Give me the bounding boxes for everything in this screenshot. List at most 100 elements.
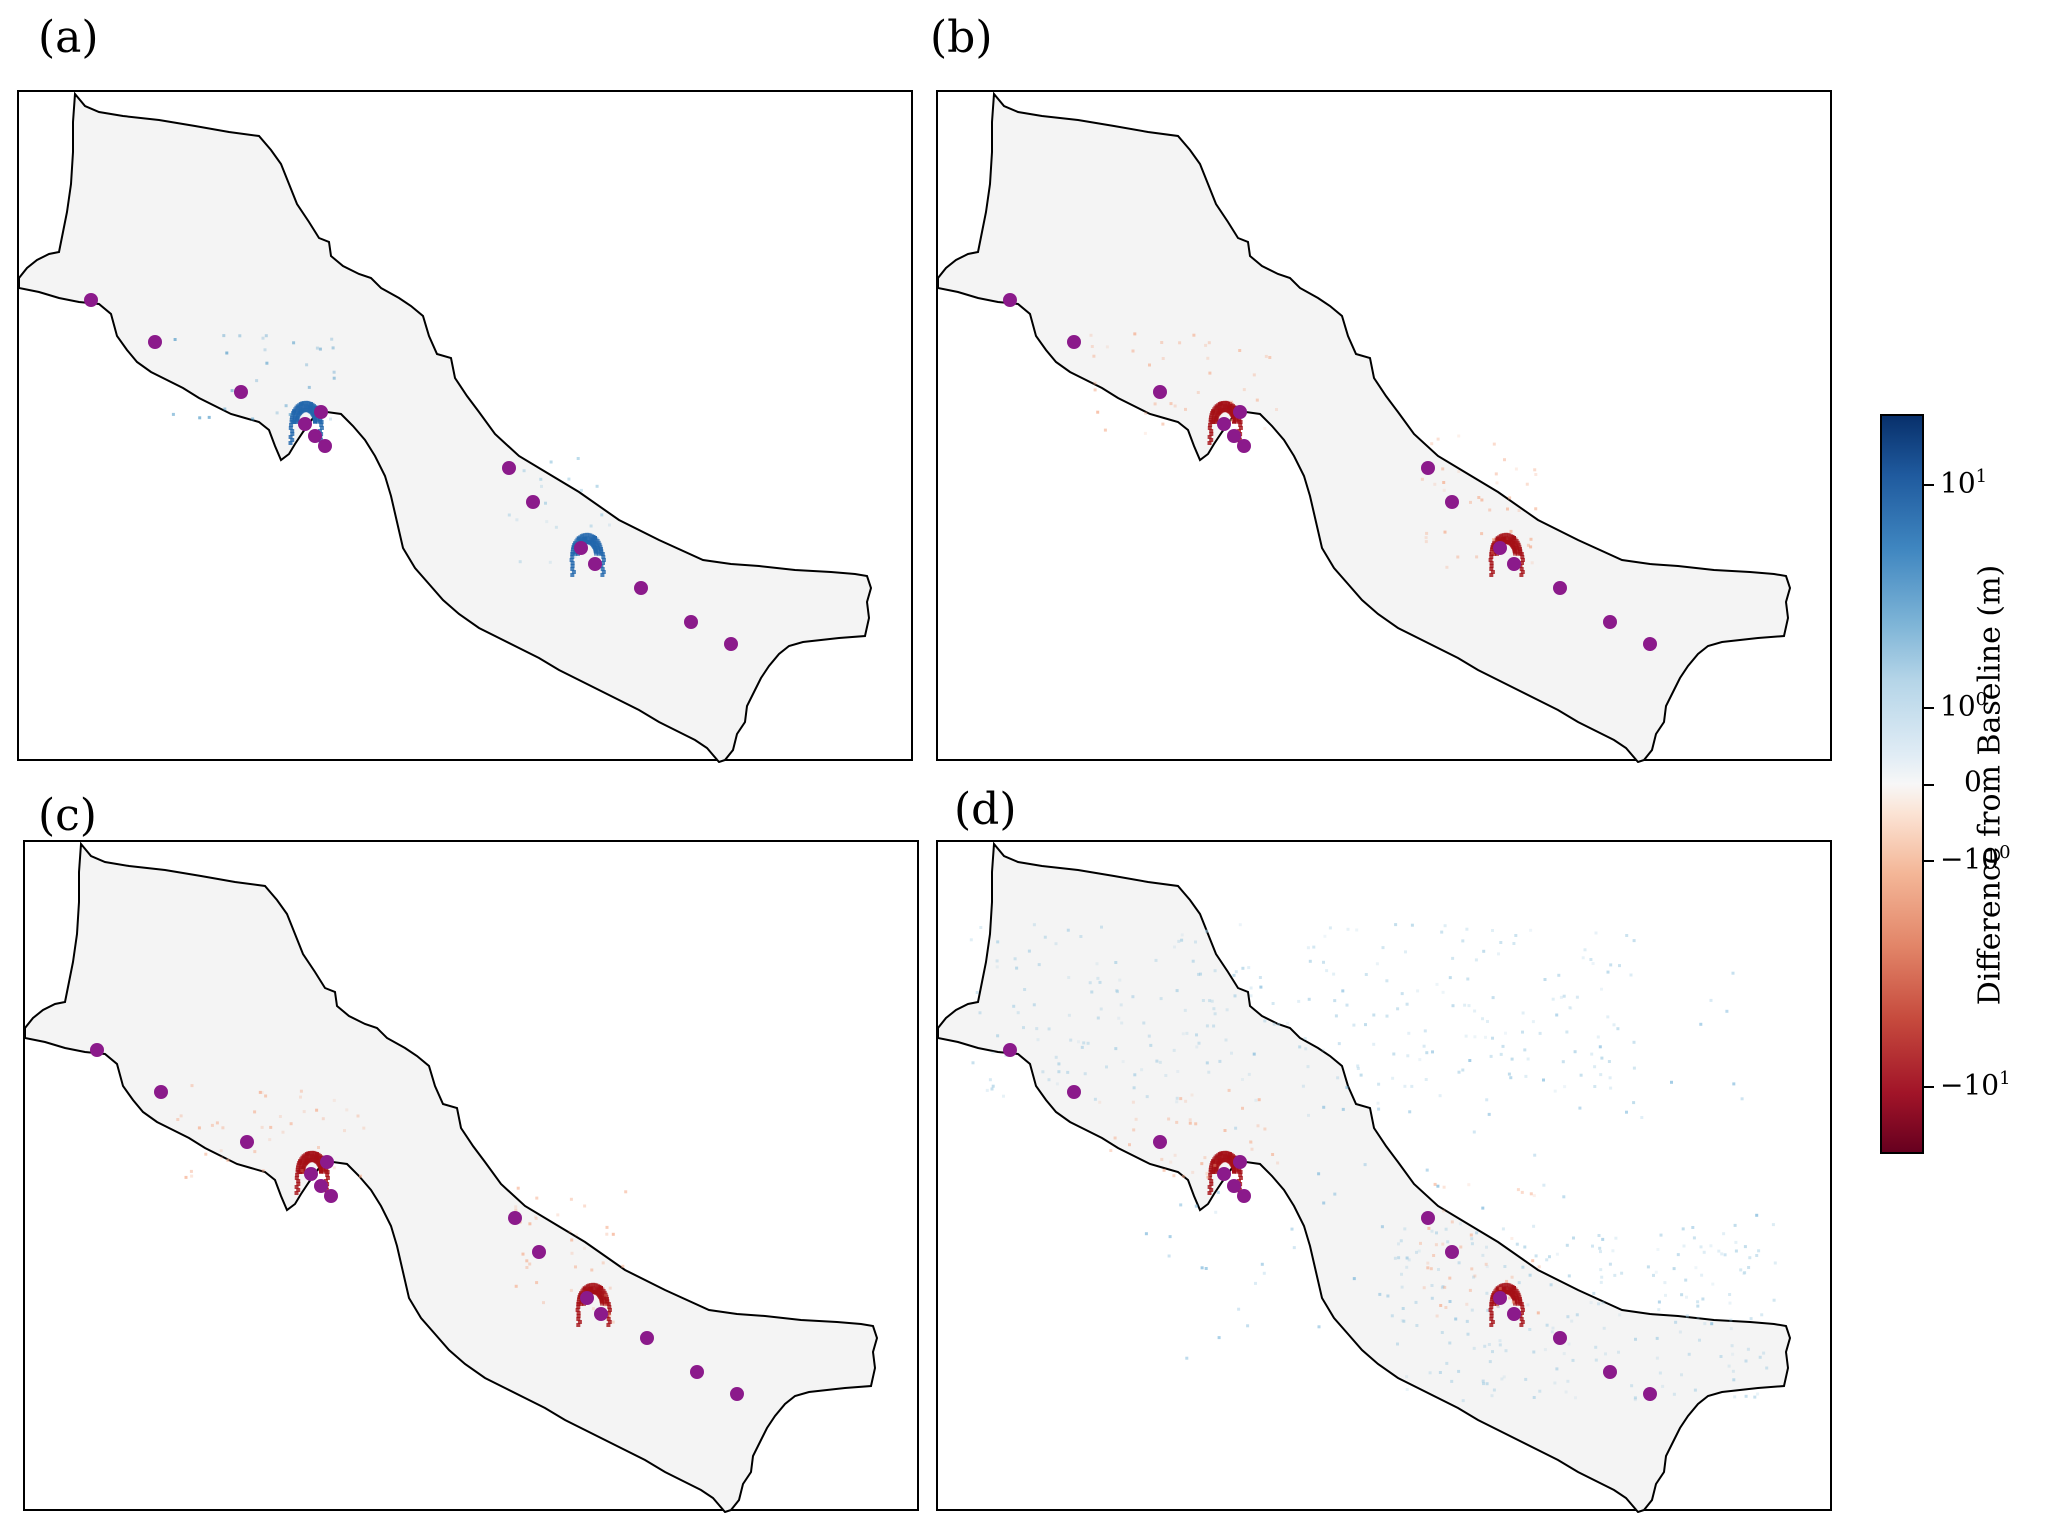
- difference-pixel: [1232, 419, 1236, 424]
- difference-pixel: [1442, 481, 1446, 484]
- difference-pixel: [1241, 1078, 1244, 1081]
- difference-pixel: [1426, 1261, 1430, 1265]
- difference-pixel: [1204, 1267, 1208, 1270]
- difference-pixel: [1534, 1254, 1538, 1258]
- difference-pixel: [1301, 1084, 1305, 1088]
- difference-pixel: [1685, 1314, 1689, 1318]
- difference-pixel: [1664, 1293, 1667, 1297]
- difference-pixel: [1184, 1099, 1188, 1103]
- difference-pixel: [1067, 1013, 1071, 1017]
- difference-pixel: [1507, 1296, 1511, 1300]
- colorbar: 101 100 0 −100 −101: [1880, 414, 2067, 1154]
- difference-pixel: [1612, 1023, 1616, 1027]
- difference-pixel: [1773, 1261, 1777, 1265]
- difference-pixel: [1441, 1242, 1445, 1246]
- gauge-marker: [724, 637, 738, 651]
- difference-pixel: [1192, 333, 1196, 337]
- difference-pixel: [571, 570, 576, 574]
- difference-pixel: [1499, 1052, 1503, 1056]
- difference-pixel: [1317, 1325, 1321, 1329]
- difference-pixel: [1517, 547, 1522, 551]
- difference-pixel: [1696, 1316, 1700, 1320]
- difference-pixel: [1498, 1287, 1502, 1291]
- difference-pixel: [1614, 1236, 1618, 1240]
- difference-pixel: [1312, 945, 1316, 949]
- difference-pixel: [1599, 1073, 1603, 1077]
- difference-pixel: [1441, 1285, 1445, 1289]
- difference-pixel: [1271, 1153, 1275, 1156]
- difference-pixel: [1179, 1097, 1183, 1101]
- difference-pixel: [1249, 1140, 1253, 1144]
- difference-pixel: [978, 1011, 982, 1015]
- difference-pixel: [1486, 1308, 1490, 1312]
- gauge-marker: [1153, 385, 1167, 399]
- difference-pixel: [1175, 989, 1179, 993]
- difference-pixel: [1148, 363, 1151, 367]
- difference-pixel: [1175, 1120, 1179, 1124]
- gauge-marker: [1227, 429, 1241, 443]
- difference-pixel: [1519, 1317, 1524, 1321]
- colorbar-tick-label: 100: [1940, 689, 1988, 723]
- difference-pixel: [1457, 1369, 1461, 1373]
- difference-pixel: [1551, 1326, 1555, 1330]
- difference-pixel: [1617, 1350, 1620, 1354]
- difference-pixel: [1263, 1019, 1267, 1023]
- difference-pixel: [1731, 1352, 1735, 1356]
- difference-pixel: [577, 1297, 581, 1302]
- difference-pixel: [535, 1281, 539, 1285]
- difference-pixel: [1747, 1266, 1751, 1269]
- panel-label-c: (c): [38, 790, 97, 841]
- difference-pixel: [1399, 1239, 1403, 1243]
- difference-pixel: [1328, 926, 1332, 930]
- difference-pixel: [288, 435, 293, 439]
- difference-pixel: [1488, 1360, 1492, 1364]
- difference-pixel: [1214, 1210, 1218, 1214]
- difference-pixel: [260, 1125, 264, 1129]
- difference-pixel: [1167, 1254, 1171, 1258]
- difference-pixel: [1470, 1237, 1474, 1241]
- difference-pixel: [1089, 333, 1093, 337]
- difference-pixel: [1521, 1265, 1525, 1269]
- difference-pixel: [605, 1299, 610, 1304]
- difference-pixel: [1442, 488, 1446, 492]
- difference-pixel: [1632, 939, 1636, 943]
- difference-pixel: [296, 1188, 301, 1192]
- difference-pixel: [1733, 1395, 1737, 1399]
- difference-pixel: [1701, 1297, 1705, 1301]
- difference-pixel: [1457, 1070, 1461, 1074]
- difference-pixel: [1415, 1324, 1419, 1327]
- difference-pixel: [1529, 928, 1533, 932]
- difference-pixel: [985, 1088, 989, 1092]
- difference-pixel: [1672, 1267, 1676, 1271]
- difference-pixel: [1397, 1242, 1400, 1246]
- difference-pixel: [1450, 1220, 1454, 1224]
- gauge-markers: [1003, 1043, 1657, 1401]
- gauge-marker: [1237, 1189, 1251, 1203]
- difference-pixel: [1748, 1256, 1752, 1260]
- difference-pixel: [1205, 1061, 1209, 1065]
- colorbar-tick: [1924, 1086, 1934, 1088]
- difference-pixel: [1597, 1234, 1601, 1237]
- difference-pixel: [1489, 567, 1494, 571]
- difference-pixel: [1175, 1100, 1179, 1104]
- difference-pixel: [991, 1051, 995, 1055]
- difference-pixel: [1173, 1153, 1177, 1157]
- difference-pixel: [570, 552, 575, 556]
- difference-pixel: [1702, 1250, 1706, 1254]
- difference-pixel: [251, 417, 255, 421]
- difference-pixel: [1467, 1183, 1471, 1187]
- difference-pixel: [1430, 1284, 1434, 1287]
- difference-pixel: [1510, 1057, 1514, 1061]
- difference-pixel: [1424, 540, 1428, 544]
- difference-pixel: [1450, 1379, 1454, 1383]
- difference-pixel: [1545, 1258, 1549, 1262]
- difference-pixel: [1385, 1014, 1389, 1018]
- gauge-marker: [84, 293, 98, 307]
- difference-pixel: [1656, 1248, 1660, 1251]
- difference-pixel: [1489, 564, 1494, 568]
- difference-pixel: [576, 1323, 581, 1327]
- difference-pixel: [995, 965, 999, 969]
- difference-pixel: [1434, 1243, 1438, 1247]
- difference-pixel: [332, 370, 336, 374]
- difference-pixel: [1333, 999, 1337, 1003]
